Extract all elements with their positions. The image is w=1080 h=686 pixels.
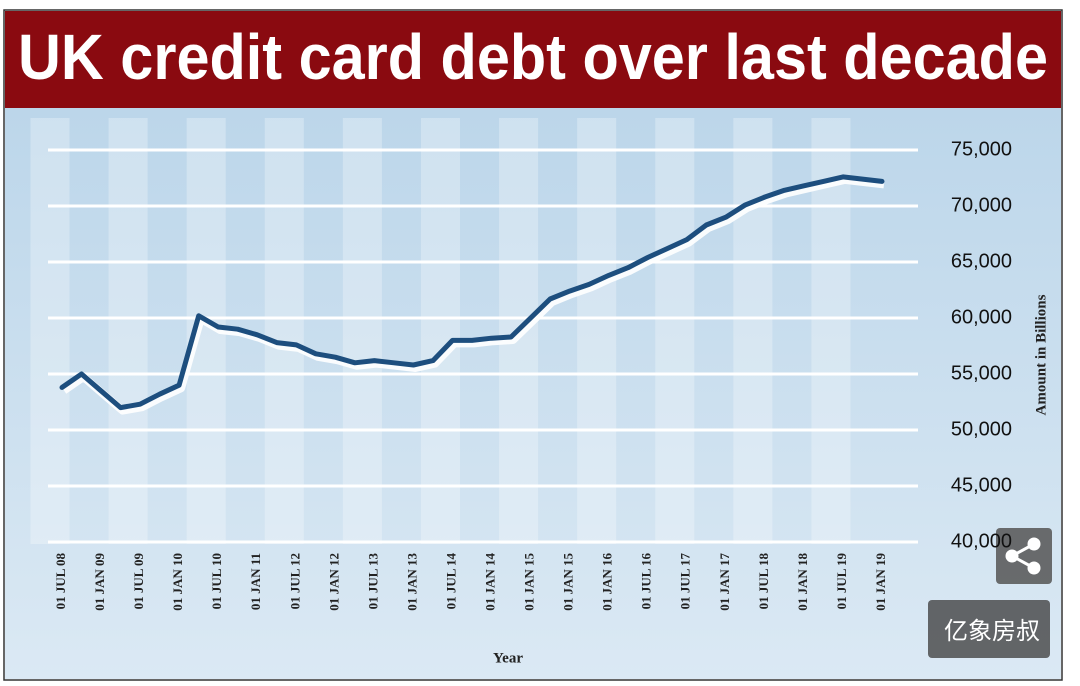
x-tick-label: 01 JUL 10 <box>209 553 224 609</box>
y-axis-label: Amount in Billions <box>1033 294 1049 415</box>
x-tick-label: 01 JUL 13 <box>365 553 380 610</box>
y-tick-label: 60,000 <box>951 306 1012 328</box>
x-tick-label: 01 JAN 15 <box>561 553 576 611</box>
x-tick-label: 01 JAN 11 <box>248 553 263 610</box>
x-tick-label: 01 JAN 12 <box>326 553 341 611</box>
column-stripe <box>655 118 695 544</box>
column-stripe <box>342 118 382 544</box>
x-tick-label: 01 JAN 09 <box>92 553 107 611</box>
column-stripe <box>420 118 460 544</box>
x-tick-label: 01 JAN 14 <box>483 553 498 611</box>
x-tick-label: 01 JAN 17 <box>717 553 732 611</box>
share-icon <box>1005 537 1041 575</box>
x-tick-label: 01 JAN 15 <box>522 553 537 611</box>
y-tick-label: 65,000 <box>951 250 1012 272</box>
plot-background <box>5 108 1061 679</box>
x-tick-label: 01 JUL 17 <box>678 553 693 610</box>
x-tick-label: 01 JAN 16 <box>600 553 615 611</box>
y-tick-label: 55,000 <box>951 362 1012 384</box>
y-tick-label: 50,000 <box>951 418 1012 440</box>
x-tick-label: 01 JAN 13 <box>404 553 419 611</box>
x-tick-label: 01 JUL 19 <box>834 553 849 610</box>
x-tick-label: 01 JAN 10 <box>170 553 185 611</box>
x-tick-label: 01 JUL 09 <box>131 553 146 610</box>
x-tick-label: 01 JUL 18 <box>756 553 771 610</box>
series-line <box>59 174 885 411</box>
y-tick-label: 75,000 <box>951 138 1012 160</box>
frame <box>3 9 1063 681</box>
x-tick-label: 01 JUL 08 <box>53 553 68 610</box>
x-tick-label: 01 JUL 12 <box>287 553 302 609</box>
watermark-box <box>928 600 1050 658</box>
y-tick-label: 70,000 <box>951 194 1012 216</box>
y-tick-label: 45,000 <box>951 474 1012 496</box>
x-tick-label: 01 JAN 18 <box>795 553 810 611</box>
column-stripe <box>30 118 70 544</box>
column-stripe <box>577 118 617 544</box>
column-stripe <box>264 118 304 544</box>
column-stripe <box>733 118 773 544</box>
x-tick-label: 01 JUL 14 <box>443 553 458 610</box>
x-tick-label: 01 JUL 16 <box>639 553 654 610</box>
watermark: 亿象房叔 <box>944 617 1040 645</box>
y-tick-label: 40,000 <box>951 530 1012 552</box>
x-axis-label: Year <box>493 650 523 666</box>
title-bar <box>5 11 1061 108</box>
x-tick-label: 01 JAN 19 <box>873 553 888 611</box>
chart-title: UK credit card debt over last decade <box>18 21 1048 93</box>
column-stripe <box>108 118 148 544</box>
